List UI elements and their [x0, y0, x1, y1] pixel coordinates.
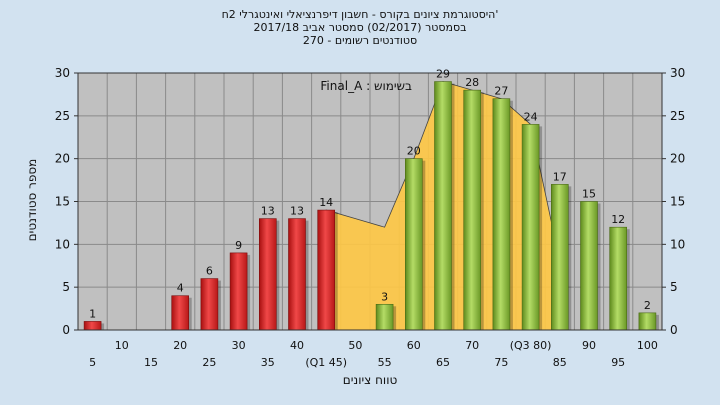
chart-title-line-2: בסמסטר (02/2017) סמסטר אביב 2017/18: [253, 21, 467, 34]
y-tick-label: 30: [55, 66, 70, 80]
data-label: 9: [235, 239, 242, 252]
bar: [463, 89, 484, 331]
y-tick-label: 0: [62, 323, 70, 337]
x-tick-label: 10: [115, 339, 129, 352]
data-label: 29: [436, 68, 450, 81]
y-tick-label: 0: [670, 323, 678, 337]
bar: [492, 98, 513, 331]
bar-rect: [492, 98, 511, 331]
data-label: 1: [89, 307, 96, 320]
bar: [317, 209, 338, 331]
y-axis-left-ticks: 0 5 10 15 20 25 30: [55, 66, 78, 337]
x-axis-label: טווח ציונים: [343, 373, 398, 387]
bar-rect: [550, 184, 569, 331]
bar-rect: [83, 321, 102, 331]
bar: [404, 158, 426, 331]
bar: [171, 295, 192, 331]
bar-rect: [288, 218, 306, 331]
y-tick-label: 20: [55, 152, 70, 166]
bar-rect: [229, 252, 248, 331]
bar-rect: [638, 312, 657, 331]
bar-rect: [463, 89, 482, 331]
x-tick-label: 60: [407, 339, 421, 352]
data-label: 17: [553, 170, 567, 183]
bar-rect: [521, 124, 540, 331]
y-tick-label: 10: [55, 237, 70, 251]
bar: [83, 321, 105, 331]
x-tick-label: 95: [611, 356, 625, 369]
x-tick-label: 55: [378, 356, 392, 369]
x-tick-label: (Q3 80): [510, 339, 552, 352]
y-tick-label: 15: [55, 195, 70, 209]
bar: [434, 81, 455, 331]
data-label: 13: [261, 205, 275, 218]
data-label: 14: [319, 196, 333, 209]
y-axis-right-ticks: 0 5 10 15 20 25 30: [662, 66, 685, 337]
bar-rect: [580, 201, 598, 331]
y-tick-label: 25: [55, 109, 70, 123]
y-tick-label: 5: [62, 280, 70, 294]
x-tick-label: 90: [582, 339, 596, 352]
data-label: 6: [206, 265, 213, 278]
data-label: 20: [407, 145, 421, 158]
bar-rect: [375, 303, 394, 331]
bar-rect: [258, 218, 277, 331]
data-label: 12: [611, 213, 625, 226]
y-tick-label: 25: [670, 109, 685, 123]
data-label: 27: [494, 85, 508, 98]
x-tick-label: 50: [348, 339, 362, 352]
bar: [375, 303, 397, 331]
x-tick-label: 35: [261, 356, 275, 369]
bar-rect: [200, 278, 219, 331]
bar: [200, 278, 221, 331]
data-label: 15: [582, 188, 596, 201]
y-tick-label: 15: [670, 195, 685, 209]
data-label: 4: [177, 282, 184, 295]
data-label: 13: [290, 205, 304, 218]
x-tick-label: 5: [89, 356, 96, 369]
bars: [83, 81, 659, 331]
bar: [258, 218, 280, 331]
bar-rect: [171, 295, 189, 331]
x-tick-label: 85: [553, 356, 567, 369]
x-tick-label: 20: [173, 339, 187, 352]
x-tick-label: 100: [637, 339, 658, 352]
y-tick-label: 20: [670, 152, 685, 166]
x-tick-label: (Q1 45): [305, 356, 347, 369]
y-tick-label: 30: [670, 66, 685, 80]
chart-title-line-1: 'היסטוגרמת ציונים בקורס - חשבון דיפרנציא…: [221, 8, 499, 21]
bar-rect: [434, 81, 452, 331]
y-tick-label: 10: [670, 237, 685, 251]
x-tick-label: 70: [465, 339, 479, 352]
x-tick-label: 75: [494, 356, 508, 369]
x-axis-ticks: 5 10 15 20 25 30 35 40(Q1 45)50 55 60 65 70 75(Q3 80…: [89, 339, 658, 369]
chart-title-line-3: סטודנטים רשומים - 270: [302, 34, 418, 47]
bar-rect: [317, 209, 336, 331]
data-label: 2: [644, 299, 651, 312]
bar: [580, 201, 601, 331]
chart-annotation: Final_A : בשימוש: [320, 79, 412, 93]
bar-rect: [609, 226, 628, 331]
data-label: 24: [524, 110, 538, 123]
bar: [288, 218, 309, 331]
bar: [229, 252, 251, 331]
y-tick-label: 5: [670, 280, 678, 294]
x-tick-label: 65: [436, 356, 450, 369]
x-tick-label: 15: [144, 356, 158, 369]
data-label: 3: [381, 290, 388, 303]
y-axis-label: מספר סטודנטים: [25, 159, 39, 242]
data-label: 28: [465, 76, 479, 89]
bar: [609, 226, 630, 331]
bar: [550, 184, 572, 331]
bar: [638, 312, 659, 331]
bar: [521, 124, 543, 331]
x-tick-label: 30: [232, 339, 246, 352]
x-tick-label: 25: [202, 356, 216, 369]
x-tick-label: 40: [290, 339, 304, 352]
bar-rect: [404, 158, 423, 331]
